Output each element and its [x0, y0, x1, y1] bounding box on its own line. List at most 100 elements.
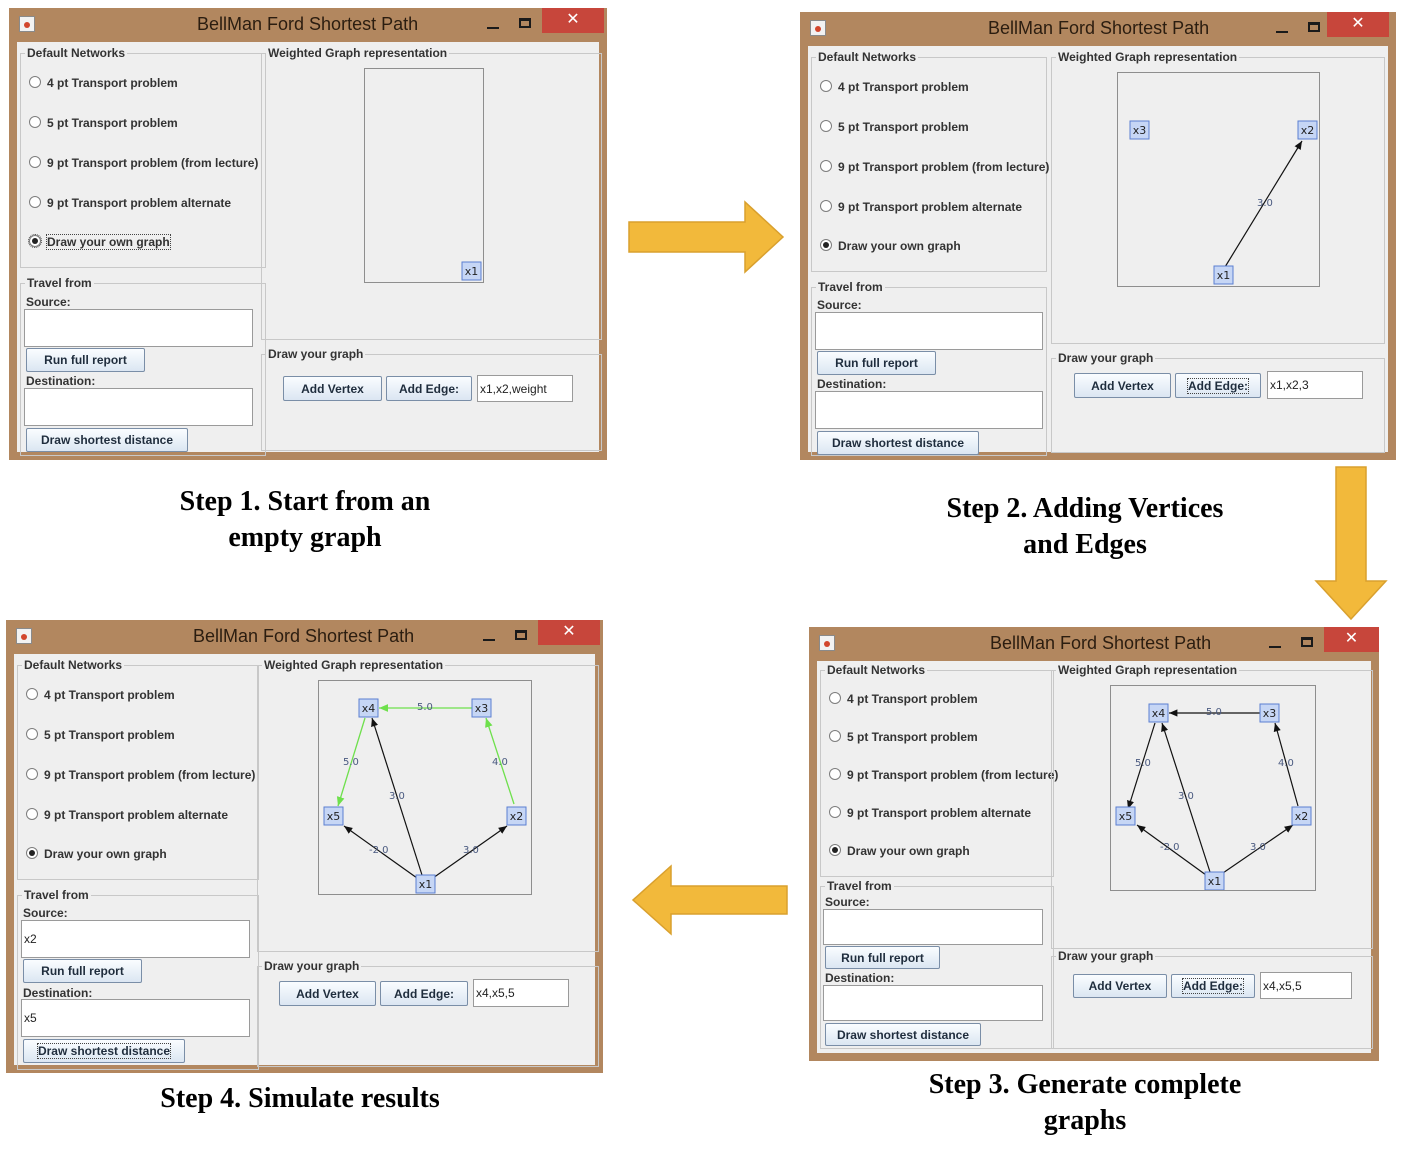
vertex-x3[interactable]: x3 — [1259, 703, 1280, 723]
radio-4pt[interactable]: 4 pt Transport problem — [29, 76, 178, 90]
minimize-icon[interactable] — [483, 639, 495, 641]
vertex-x1[interactable]: x1 — [1204, 871, 1225, 891]
radio-button[interactable] — [26, 728, 38, 740]
edge-input[interactable]: x1,x2,weight — [477, 375, 573, 402]
radio-button[interactable] — [26, 688, 38, 700]
radio-button[interactable] — [26, 808, 38, 820]
radio-9pt-lecture[interactable]: 9 pt Transport problem (from lecture) — [820, 160, 1049, 174]
radio-5pt[interactable]: 5 pt Transport problem — [829, 730, 978, 744]
edge-input[interactable]: x4,x5,5 — [473, 979, 569, 1007]
minimize-icon[interactable] — [1276, 31, 1288, 33]
radio-button[interactable] — [820, 80, 832, 92]
graph-canvas[interactable]: x1 — [364, 68, 484, 283]
draw-shortest-distance-button[interactable]: Draw shortest distance — [23, 1039, 185, 1063]
source-input[interactable]: x2 — [21, 920, 250, 958]
radio-draw-own[interactable]: Draw your own graph — [820, 239, 961, 253]
graph-canvas[interactable]: 5.0 5.0 3.0 4.0 -2.0 3.0 x4 x3 x5 x2 x1 — [318, 680, 532, 895]
radio-4pt[interactable]: 4 pt Transport problem — [26, 688, 175, 702]
radio-button[interactable] — [29, 116, 41, 128]
run-full-report-button[interactable]: Run full report — [23, 959, 142, 983]
radio-button[interactable] — [820, 160, 832, 172]
vertex-x1[interactable]: x1 — [415, 874, 436, 894]
radio-9pt-alternate[interactable]: 9 pt Transport problem alternate — [820, 200, 1022, 214]
destination-input[interactable] — [823, 985, 1043, 1021]
minimize-icon[interactable] — [1269, 646, 1281, 648]
maximize-icon[interactable] — [515, 630, 527, 640]
radio-button[interactable] — [29, 196, 41, 208]
vertex-x2[interactable]: x2 — [1297, 120, 1318, 140]
radio-button[interactable] — [820, 200, 832, 212]
close-button[interactable]: ✕ — [542, 8, 604, 33]
graph-canvas[interactable]: 3.0 x3 x2 x1 — [1117, 72, 1320, 287]
run-full-report-button[interactable]: Run full report — [825, 946, 940, 969]
radio-button[interactable] — [29, 76, 41, 88]
radio-9pt-alternate[interactable]: 9 pt Transport problem alternate — [829, 806, 1031, 820]
maximize-icon[interactable] — [1308, 22, 1320, 32]
draw-shortest-distance-button[interactable]: Draw shortest distance — [825, 1023, 981, 1046]
run-full-report-button[interactable]: Run full report — [817, 351, 936, 375]
run-full-report-button[interactable]: Run full report — [26, 348, 145, 372]
vertex-x1[interactable]: x1 — [461, 261, 482, 281]
radio-4pt[interactable]: 4 pt Transport problem — [820, 80, 969, 94]
radio-button-selected[interactable] — [28, 234, 42, 248]
radio-draw-own[interactable]: Draw your own graph — [28, 234, 171, 250]
title-bar[interactable]: BellMan Ford Shortest Path ✕ — [800, 12, 1396, 46]
source-input[interactable] — [815, 312, 1043, 350]
vertex-x2[interactable]: x2 — [506, 806, 527, 826]
destination-input[interactable] — [24, 388, 253, 426]
destination-input[interactable] — [815, 391, 1043, 429]
add-edge-button[interactable]: Add Edge: — [386, 376, 472, 401]
title-bar[interactable]: BellMan Ford Shortest Path ✕ — [6, 620, 603, 654]
add-vertex-button[interactable]: Add Vertex — [1074, 373, 1171, 398]
radio-button[interactable] — [26, 768, 38, 780]
destination-input[interactable]: x5 — [21, 999, 250, 1037]
radio-draw-own[interactable]: Draw your own graph — [26, 847, 167, 861]
radio-button-selected[interactable] — [26, 847, 38, 859]
vertex-x5[interactable]: x5 — [1115, 806, 1136, 826]
radio-5pt[interactable]: 5 pt Transport problem — [29, 116, 178, 130]
graph-canvas[interactable]: 5.0 5.0 3.0 4.0 -2.0 3.0 x4 x3 x5 x2 x1 — [1110, 685, 1316, 891]
radio-9pt-alternate[interactable]: 9 pt Transport problem alternate — [29, 196, 231, 210]
title-bar[interactable]: BellMan Ford Shortest Path ✕ — [9, 8, 607, 42]
draw-shortest-distance-button[interactable]: Draw shortest distance — [817, 431, 979, 455]
radio-9pt-lecture[interactable]: 9 pt Transport problem (from lecture) — [29, 156, 258, 170]
radio-button[interactable] — [29, 156, 41, 168]
title-bar[interactable]: BellMan Ford Shortest Path ✕ — [809, 627, 1379, 661]
add-edge-button[interactable]: Add Edge: — [1171, 974, 1255, 998]
add-vertex-button[interactable]: Add Vertex — [283, 376, 382, 401]
radio-4pt[interactable]: 4 pt Transport problem — [829, 692, 978, 706]
vertex-x5[interactable]: x5 — [323, 806, 344, 826]
close-button[interactable]: ✕ — [538, 620, 600, 645]
add-edge-button[interactable]: Add Edge: — [380, 981, 468, 1006]
radio-9pt-alternate[interactable]: 9 pt Transport problem alternate — [26, 808, 228, 822]
maximize-icon[interactable] — [1301, 637, 1313, 647]
radio-5pt[interactable]: 5 pt Transport problem — [820, 120, 969, 134]
radio-button-selected[interactable] — [820, 239, 832, 251]
add-edge-button[interactable]: Add Edge: — [1175, 373, 1261, 398]
vertex-x4[interactable]: x4 — [358, 698, 379, 718]
radio-5pt[interactable]: 5 pt Transport problem — [26, 728, 175, 742]
vertex-x2[interactable]: x2 — [1291, 806, 1312, 826]
maximize-icon[interactable] — [519, 18, 531, 28]
radio-button-selected[interactable] — [829, 844, 841, 856]
radio-button[interactable] — [829, 768, 841, 780]
close-button[interactable]: ✕ — [1327, 12, 1389, 37]
vertex-x1[interactable]: x1 — [1213, 265, 1234, 285]
vertex-x3[interactable]: x3 — [1129, 120, 1150, 140]
add-vertex-button[interactable]: Add Vertex — [279, 981, 376, 1006]
draw-shortest-distance-button[interactable]: Draw shortest distance — [26, 428, 188, 452]
edge-input[interactable]: x1,x2,3 — [1267, 371, 1363, 399]
add-vertex-button[interactable]: Add Vertex — [1073, 974, 1167, 998]
vertex-x3[interactable]: x3 — [471, 698, 492, 718]
radio-button[interactable] — [829, 806, 841, 818]
minimize-icon[interactable] — [487, 27, 499, 29]
radio-9pt-lecture[interactable]: 9 pt Transport problem (from lecture) — [829, 768, 1058, 782]
edge-input[interactable]: x4,x5,5 — [1260, 972, 1352, 999]
vertex-x4[interactable]: x4 — [1148, 703, 1169, 723]
source-input[interactable] — [823, 909, 1043, 945]
radio-button[interactable] — [829, 692, 841, 704]
close-button[interactable]: ✕ — [1324, 627, 1379, 652]
radio-9pt-lecture[interactable]: 9 pt Transport problem (from lecture) — [26, 768, 255, 782]
radio-button[interactable] — [829, 730, 841, 742]
radio-draw-own[interactable]: Draw your own graph — [829, 844, 970, 858]
